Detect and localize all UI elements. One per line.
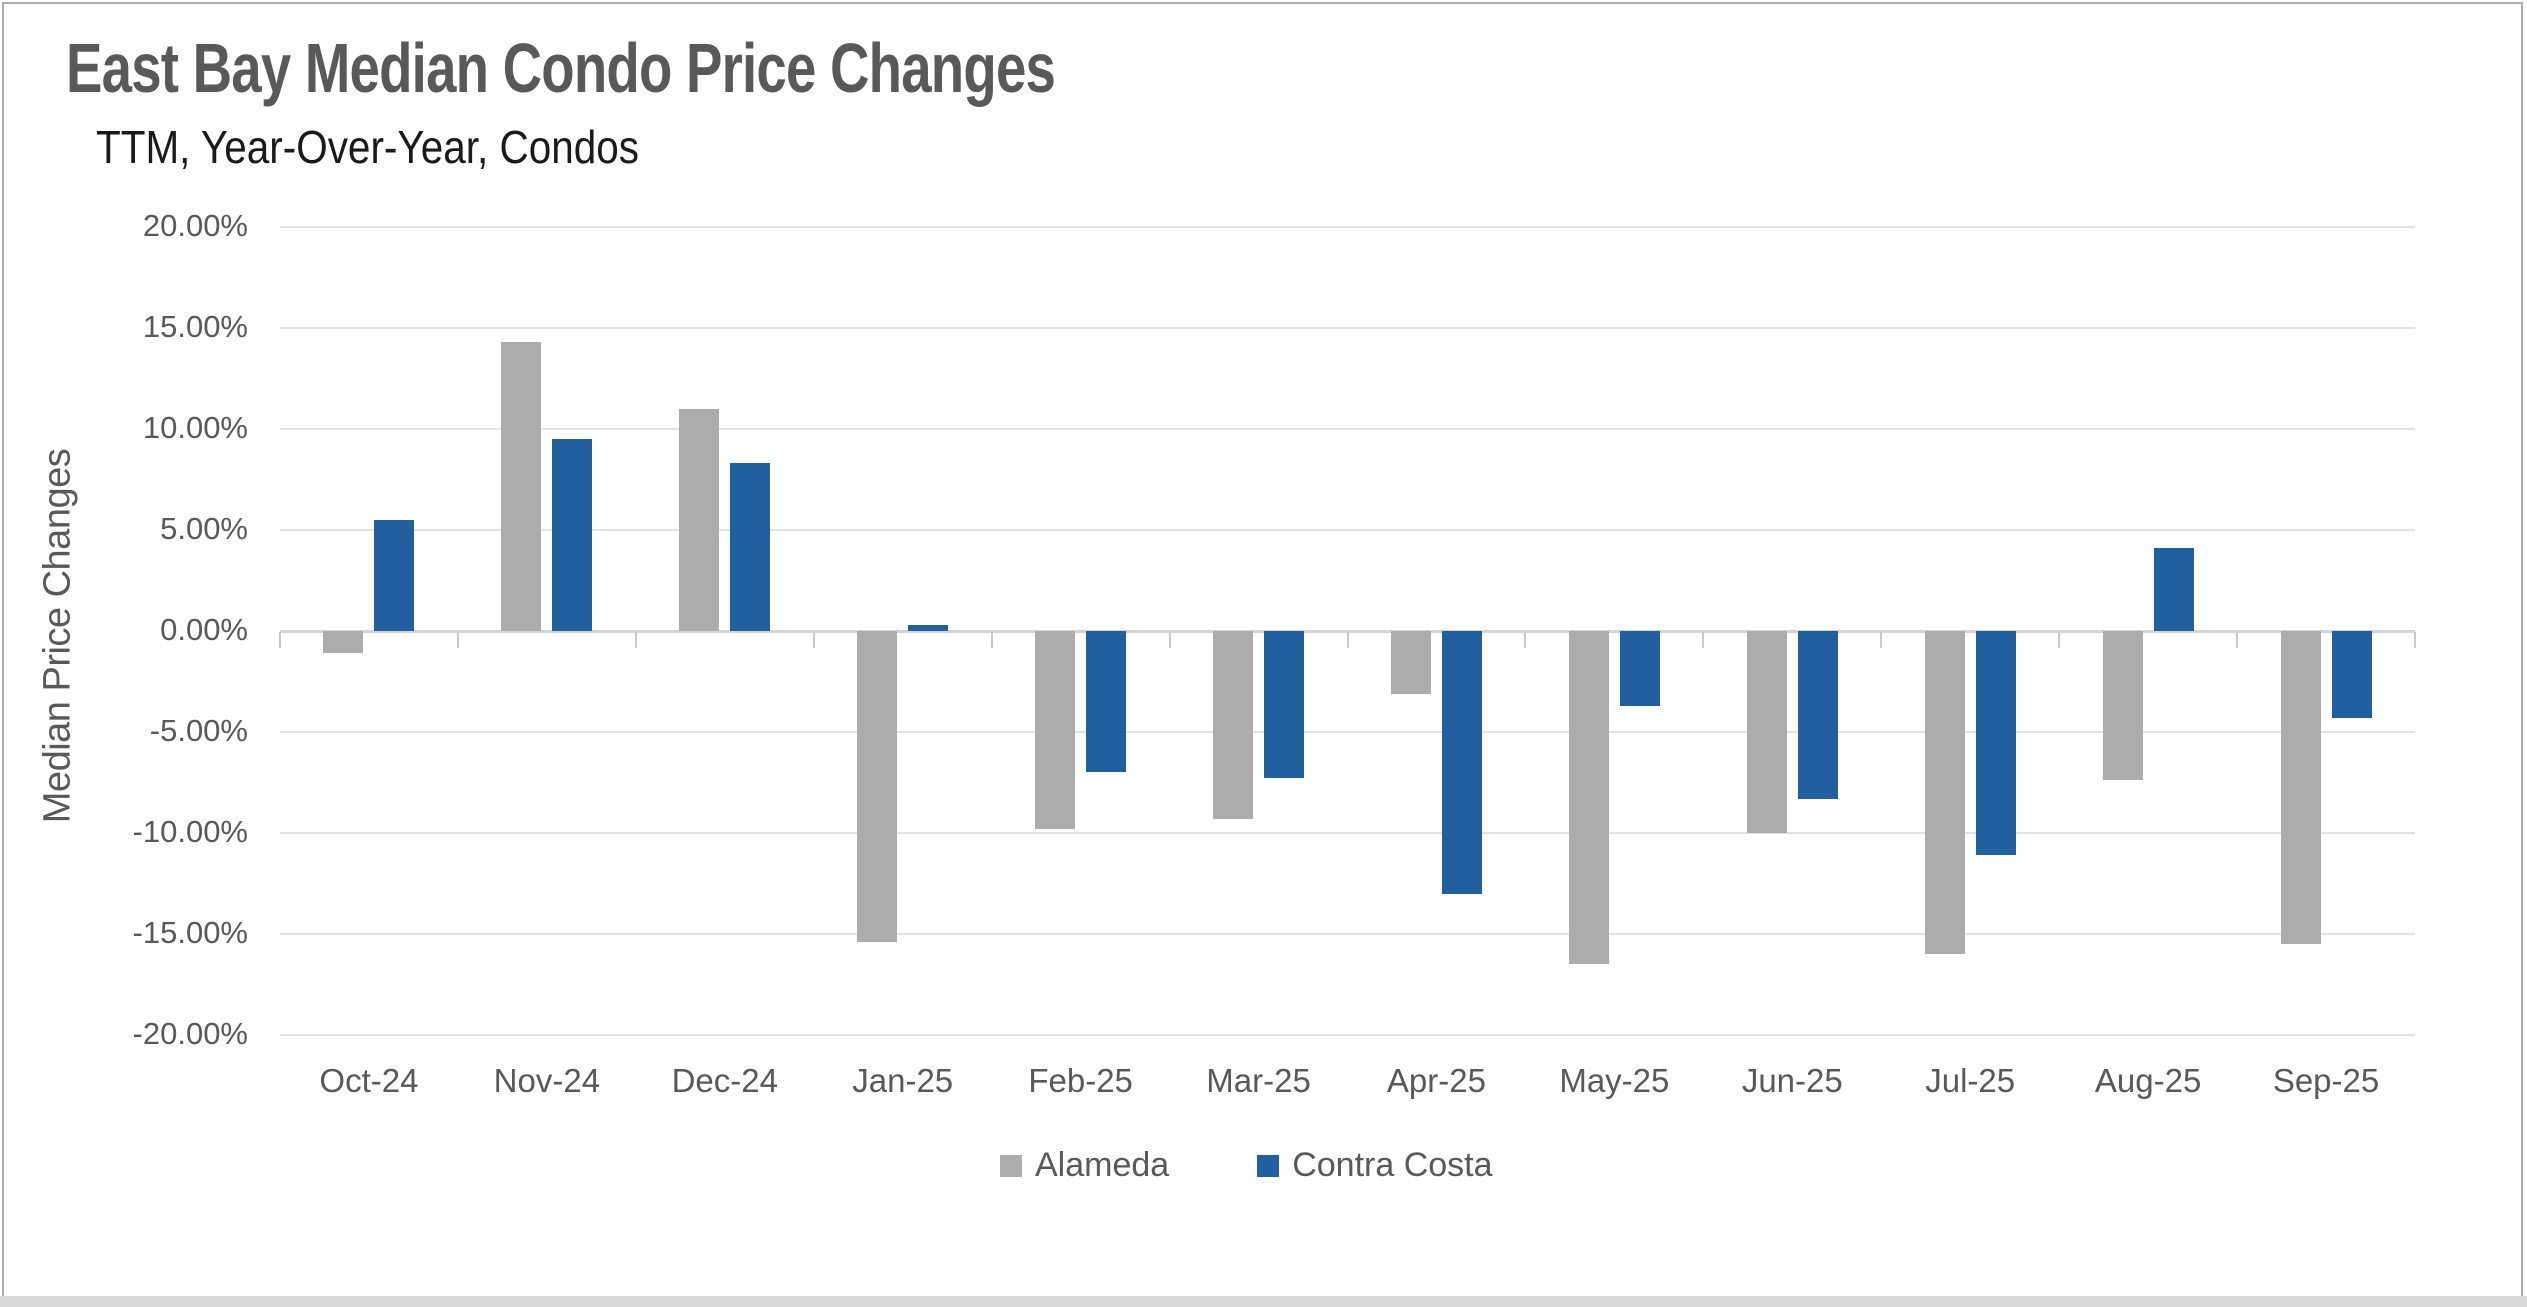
x-axis-tick — [990, 632, 993, 648]
x-axis-tick — [279, 632, 281, 648]
bar-contra-costa-nov-24 — [552, 439, 593, 631]
bar-contra-costa-sep-25 — [2331, 631, 2372, 718]
bar-alameda-nov-24 — [501, 342, 542, 631]
gridline--15 — [280, 933, 2415, 935]
legend-item-contra-costa: Contra Costa — [1257, 1146, 1493, 1185]
bar-alameda-jan-25 — [857, 631, 898, 943]
bar-contra-costa-aug-25 — [2153, 548, 2194, 631]
y-tick-label: 10.00% — [142, 410, 248, 445]
y-tick-label: 0.00% — [160, 612, 248, 647]
bar-contra-costa-jul-25 — [1975, 631, 2016, 856]
y-axis-title: Median Price Changes — [36, 448, 79, 824]
x-axis-tick — [2236, 632, 2239, 648]
bar-alameda-apr-25 — [1390, 631, 1431, 694]
legend-label: Alameda — [1035, 1146, 1170, 1184]
x-axis-tick — [812, 632, 815, 648]
bar-alameda-aug-25 — [2102, 631, 2143, 781]
bar-alameda-mar-25 — [1213, 631, 1254, 819]
legend: Alameda Contra Costa — [1000, 1146, 1493, 1185]
legend-item-alameda: Alameda — [1000, 1146, 1169, 1185]
bar-contra-costa-feb-25 — [1086, 631, 1127, 773]
x-axis-tick — [1524, 632, 1527, 648]
x-axis-tick — [2058, 632, 2061, 648]
x-axis-tick — [1880, 632, 1883, 648]
bar-alameda-sep-25 — [2280, 631, 2321, 945]
bar-alameda-jul-25 — [1924, 631, 1965, 955]
x-tick-label-may-25: May-25 — [1559, 1062, 1670, 1099]
bar-contra-costa-mar-25 — [1264, 631, 1305, 779]
x-axis-tick — [2414, 632, 2416, 648]
bar-alameda-may-25 — [1568, 631, 1609, 965]
y-tick-label: -10.00% — [132, 814, 248, 849]
bar-contra-costa-apr-25 — [1441, 631, 1482, 894]
bar-contra-costa-jan-25 — [908, 624, 949, 631]
gridline--5 — [280, 731, 2415, 733]
bottom-edge-strip — [0, 1296, 2527, 1307]
bar-alameda-jun-25 — [1746, 631, 1787, 833]
x-axis-tick — [1702, 632, 1705, 648]
x-axis-tick — [634, 632, 637, 648]
x-tick-label-feb-25: Feb-25 — [1028, 1062, 1133, 1099]
x-tick-label-dec-24: Dec-24 — [671, 1062, 778, 1099]
legend-label: Contra Costa — [1292, 1146, 1493, 1184]
x-axis-zero-line — [280, 630, 2415, 633]
legend-swatch-contra-costa — [1257, 1154, 1280, 1177]
x-tick-label-nov-24: Nov-24 — [493, 1062, 601, 1099]
y-tick-label: -15.00% — [132, 915, 248, 950]
bar-contra-costa-jun-25 — [1797, 631, 1838, 799]
x-axis-tick — [456, 632, 459, 648]
gridline--20 — [280, 1034, 2415, 1036]
gridline-10 — [280, 428, 2415, 430]
bar-alameda-oct-24 — [323, 631, 364, 654]
x-tick-label-jan-25: Jan-25 — [852, 1062, 954, 1099]
x-tick-label-oct-24: Oct-24 — [319, 1062, 419, 1099]
x-tick-label-jun-25: Jun-25 — [1741, 1062, 1843, 1099]
x-axis-tick — [1168, 632, 1171, 648]
bar-alameda-feb-25 — [1035, 631, 1076, 829]
gridline--10 — [280, 832, 2415, 834]
x-tick-label-apr-25: Apr-25 — [1386, 1062, 1486, 1099]
gridline-15 — [280, 327, 2415, 329]
x-tick-label-sep-25: Sep-25 — [2272, 1062, 2380, 1099]
legend-swatch-alameda — [1000, 1154, 1022, 1177]
x-axis-tick — [1346, 632, 1349, 648]
bar-contra-costa-dec-24 — [730, 463, 771, 631]
bar-contra-costa-oct-24 — [374, 519, 415, 631]
x-tick-label-aug-25: Aug-25 — [2094, 1062, 2202, 1099]
y-tick-label: 20.00% — [142, 208, 248, 243]
bar-contra-costa-may-25 — [1619, 631, 1660, 706]
x-tick-label-jul-25: Jul-25 — [1925, 1062, 2016, 1099]
chart-subtitle: TTM, Year-Over-Year, Condos — [96, 121, 639, 173]
gridline-5 — [280, 529, 2415, 531]
x-tick-label-mar-25: Mar-25 — [1206, 1062, 1311, 1099]
y-tick-label: 15.00% — [142, 309, 248, 344]
chart-title: East Bay Median Condo Price Changes — [66, 29, 1056, 107]
gridline-20 — [280, 226, 2415, 228]
y-tick-label: 5.00% — [160, 511, 248, 546]
y-tick-label: -5.00% — [149, 713, 248, 748]
bar-alameda-dec-24 — [679, 408, 720, 631]
y-tick-label: -20.00% — [132, 1016, 248, 1051]
